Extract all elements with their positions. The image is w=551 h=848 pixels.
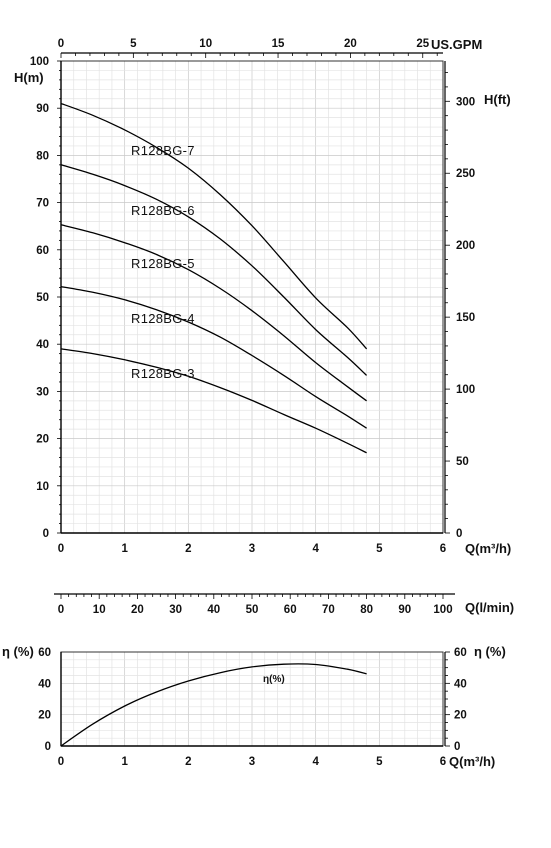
lmin-tick-label: 90 — [398, 604, 411, 616]
curve-label: R128BG-7 — [131, 143, 195, 158]
y-tick-label: 70 — [36, 198, 49, 210]
curve-label: R128BG-3 — [131, 366, 195, 381]
eff-x-tick-label: 0 — [58, 756, 64, 768]
ft-tick-label: 250 — [456, 168, 475, 180]
curve-label: R128BG-6 — [131, 203, 195, 218]
gpm-tick-label: 15 — [272, 38, 285, 50]
gpm-axis-title: US.GPM — [431, 37, 482, 52]
lmin-tick-label: 60 — [284, 604, 297, 616]
head-curve — [60, 224, 367, 402]
efficiency-curve — [60, 663, 367, 747]
head-curve — [60, 348, 367, 454]
eff-y-tick-label: 60 — [38, 647, 51, 659]
eff-x-tick-label: 1 — [121, 756, 128, 768]
ft-tick-label: 50 — [456, 456, 469, 468]
gpm-tick-label: 5 — [130, 38, 137, 50]
y-axis-title: H(m) — [14, 70, 44, 85]
grid-layer — [60, 60, 444, 747]
ft-tick-label: 300 — [456, 96, 475, 108]
x-tick-label: 5 — [376, 543, 383, 555]
eff-x-tick-label: 6 — [440, 756, 446, 768]
eff-y-tick-label: 40 — [38, 678, 51, 690]
x-tick-label: 6 — [440, 543, 446, 555]
eff-x-axis-title: Q(m³/h) — [449, 754, 495, 769]
y-tick-label: 60 — [36, 245, 49, 257]
lmin-tick-label: 0 — [58, 604, 64, 616]
ft-axis-title: H(ft) — [484, 92, 511, 107]
lmin-axis-title: Q(l/min) — [465, 600, 514, 615]
gpm-tick-label: 25 — [416, 38, 429, 50]
y-tick-label: 100 — [30, 56, 49, 68]
lmin-tick-label: 80 — [360, 604, 373, 616]
eff-y-axis-title: η (%) — [2, 644, 34, 659]
eff-x-tick-label: 3 — [249, 756, 255, 768]
y-tick-label: 0 — [43, 528, 49, 540]
eff-right-tick-label: 40 — [454, 678, 467, 690]
ft-tick-label: 100 — [456, 384, 475, 396]
eff-x-tick-label: 5 — [376, 756, 383, 768]
x-axis-title: Q(m³/h) — [465, 541, 511, 556]
eff-right-tick-label: 60 — [454, 647, 467, 659]
head-curve — [60, 102, 368, 350]
y-tick-label: 10 — [36, 481, 49, 493]
x-tick-label: 0 — [58, 543, 64, 555]
x-tick-label: 4 — [312, 543, 319, 555]
y-tick-label: 50 — [36, 292, 49, 304]
curve-label: R128BG-5 — [131, 256, 195, 271]
gpm-tick-label: 20 — [344, 38, 357, 50]
y-tick-label: 20 — [36, 434, 49, 446]
gpm-tick-label: 10 — [199, 38, 212, 50]
curves-layer — [60, 102, 368, 747]
lmin-tick-label: 20 — [131, 604, 144, 616]
ft-tick-label: 150 — [456, 312, 475, 324]
x-tick-label: 2 — [185, 543, 191, 555]
ft-tick-label: 200 — [456, 240, 475, 252]
ft-tick-label: 0 — [456, 528, 462, 540]
lmin-tick-label: 100 — [433, 604, 452, 616]
y-tick-label: 40 — [36, 339, 49, 351]
eff-x-tick-label: 4 — [312, 756, 319, 768]
lmin-tick-label: 70 — [322, 604, 335, 616]
eff-right-tick-label: 20 — [454, 710, 467, 722]
efficiency-curve-label: η(%) — [263, 674, 285, 685]
y-tick-label: 90 — [36, 103, 49, 115]
y-tick-label: 30 — [36, 386, 49, 398]
lmin-tick-label: 40 — [207, 604, 220, 616]
head-curve — [60, 285, 367, 429]
lmin-tick-label: 50 — [246, 604, 259, 616]
eff-x-tick-label: 2 — [185, 756, 191, 768]
eff-right-axis-title: η (%) — [474, 644, 506, 659]
x-tick-label: 3 — [249, 543, 255, 555]
y-tick-label: 80 — [36, 150, 49, 162]
x-tick-label: 1 — [121, 543, 128, 555]
head-curve — [60, 164, 368, 376]
eff-y-tick-label: 20 — [38, 710, 51, 722]
eff-y-tick-label: 0 — [45, 741, 51, 753]
axes-layer — [54, 52, 455, 747]
lmin-tick-label: 30 — [169, 604, 182, 616]
curve-label: R128BG-4 — [131, 311, 195, 326]
eff-right-tick-label: 0 — [454, 741, 460, 753]
gpm-tick-label: 0 — [58, 38, 64, 50]
lmin-tick-label: 10 — [93, 604, 106, 616]
